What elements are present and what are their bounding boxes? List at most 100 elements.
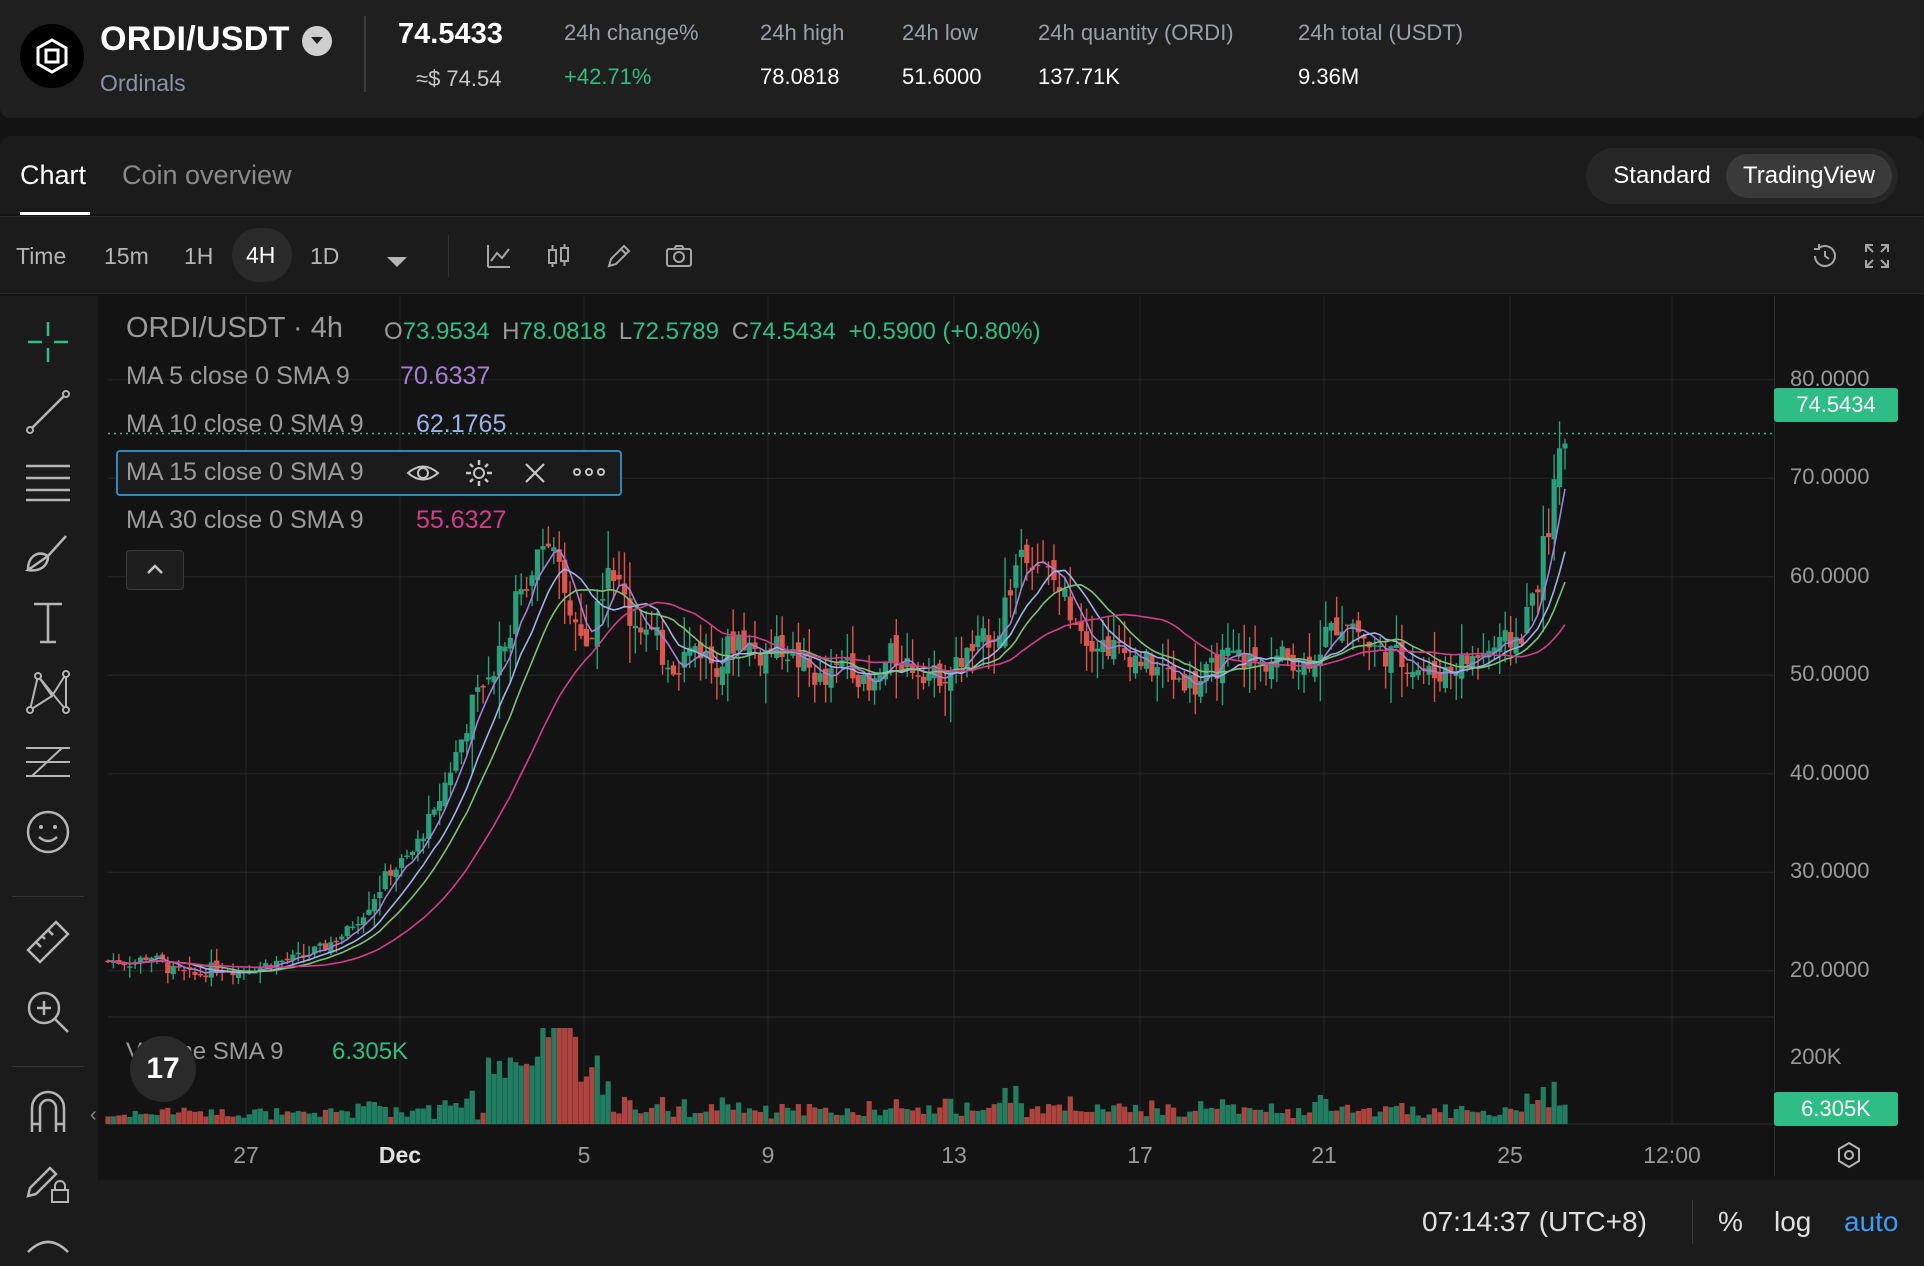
volume-bar	[529, 1065, 535, 1124]
volume-bar	[1377, 1111, 1383, 1124]
volume-bar	[779, 1103, 785, 1124]
volume-bar	[904, 1109, 910, 1124]
price-tick-label: 60.0000	[1790, 562, 1870, 588]
fullscreen-icon[interactable]	[1862, 241, 1892, 271]
standard-view-button[interactable]: Standard	[1613, 162, 1711, 189]
candle-body	[931, 665, 937, 679]
pair-dropdown-icon[interactable]	[302, 26, 332, 56]
pair-symbol[interactable]: ORDI/USDT	[100, 20, 290, 58]
ma5-label[interactable]: MA 5 close 0 SMA 9	[126, 362, 350, 390]
gear-icon[interactable]	[464, 458, 494, 488]
horizontal-lines-icon[interactable]	[22, 456, 74, 508]
interval-4h[interactable]: 4H	[246, 242, 276, 268]
candle-body	[687, 647, 693, 656]
volume-bar	[877, 1115, 883, 1124]
more-icon[interactable]	[572, 462, 606, 482]
volume-bar	[426, 1105, 432, 1124]
volume-bar	[350, 1117, 356, 1124]
ma15-label[interactable]: MA 15 close 0 SMA 9	[126, 458, 364, 486]
candle-body	[920, 676, 927, 684]
indicator-icon[interactable]	[484, 241, 514, 271]
collapse-legend-button[interactable]	[126, 550, 184, 590]
drawing-toolbar	[0, 296, 98, 1266]
candle-body	[165, 962, 171, 974]
candle-body	[703, 651, 709, 658]
candle-body	[768, 648, 774, 653]
forecast-icon[interactable]	[22, 736, 74, 788]
volume-bar	[594, 1055, 600, 1124]
volume-bar	[1388, 1107, 1394, 1124]
volume-bar	[159, 1109, 165, 1124]
volume-bar	[279, 1114, 285, 1124]
ma30-label[interactable]: MA 30 close 0 SMA 9	[126, 506, 364, 534]
candle-body	[366, 909, 372, 915]
ruler-icon[interactable]	[22, 916, 74, 968]
ma15-legend-row[interactable]	[116, 450, 622, 496]
time-tick-label: 17	[1127, 1142, 1153, 1168]
interval-15m[interactable]: 15m	[104, 243, 149, 269]
eye-hide-icon[interactable]	[22, 1226, 74, 1266]
eye-icon[interactable]	[406, 458, 440, 488]
candle-type-icon[interactable]	[544, 241, 574, 271]
toolbar-divider	[448, 235, 449, 277]
volume-bar	[322, 1109, 329, 1124]
candle-body	[1437, 671, 1443, 682]
volume-bar	[1508, 1108, 1514, 1124]
trend-line-icon[interactable]	[22, 386, 74, 438]
candle-body	[1556, 448, 1563, 488]
zoom-in-icon[interactable]	[22, 986, 74, 1038]
emoji-icon[interactable]	[22, 806, 74, 858]
candle-body	[469, 694, 475, 740]
volume-bar	[801, 1115, 807, 1124]
tradingview-logo-icon[interactable]: 17	[130, 1036, 196, 1102]
volume-bar	[681, 1099, 687, 1124]
candle-body	[790, 649, 796, 656]
history-icon[interactable]	[1810, 241, 1840, 271]
volume-bar	[556, 1028, 562, 1124]
volume-bar	[263, 1111, 269, 1124]
candle-body	[708, 646, 715, 664]
candle-body	[301, 955, 307, 957]
tradingview-view-button[interactable]: TradingView	[1726, 154, 1892, 198]
candle-body	[485, 677, 492, 680]
candle-body	[578, 624, 584, 636]
time-label[interactable]: Time	[16, 243, 67, 269]
tab-chart[interactable]: Chart	[20, 160, 87, 190]
chart-settings-icon[interactable]	[1834, 1140, 1864, 1170]
volume-axis-tick: 200K	[1790, 1044, 1842, 1069]
volume-bar	[1089, 1111, 1095, 1124]
volume-bar	[1551, 1081, 1557, 1124]
close-icon[interactable]	[522, 460, 548, 486]
candle-body	[409, 851, 416, 856]
text-tool-icon[interactable]	[22, 596, 74, 648]
crosshair-icon[interactable]	[22, 316, 74, 368]
lock-drawing-icon[interactable]	[22, 1156, 74, 1208]
percent-scale-button[interactable]: %	[1718, 1206, 1743, 1237]
volume-bar	[1366, 1108, 1372, 1124]
candle-body	[235, 970, 242, 978]
candle-body	[812, 672, 818, 685]
scroll-left-icon[interactable]: ‹	[90, 1104, 97, 1126]
brush-icon[interactable]	[22, 526, 74, 578]
tab-coin-overview[interactable]: Coin overview	[122, 160, 292, 190]
candle-body	[839, 660, 845, 667]
camera-icon[interactable]	[664, 241, 694, 271]
price-axis-border	[1774, 296, 1775, 1176]
auto-scale-button[interactable]: auto	[1844, 1206, 1899, 1237]
candle-body	[1214, 654, 1220, 679]
volume-bar	[1513, 1110, 1519, 1124]
pattern-icon[interactable]	[22, 666, 74, 718]
volume-bar	[458, 1107, 464, 1124]
magnet-icon[interactable]	[22, 1086, 74, 1138]
volume-bar	[752, 1110, 758, 1124]
interval-1h[interactable]: 1H	[184, 243, 214, 269]
volume-bar	[420, 1108, 426, 1124]
interval-1d[interactable]: 1D	[310, 243, 340, 269]
volume-bar	[382, 1106, 388, 1124]
interval-dropdown-icon[interactable]	[382, 247, 412, 277]
volume-bar	[404, 1116, 410, 1124]
ma10-label[interactable]: MA 10 close 0 SMA 9	[126, 410, 364, 438]
candle-body	[1475, 655, 1481, 658]
log-scale-button[interactable]: log	[1774, 1206, 1812, 1237]
draw-pencil-icon[interactable]	[604, 241, 634, 271]
